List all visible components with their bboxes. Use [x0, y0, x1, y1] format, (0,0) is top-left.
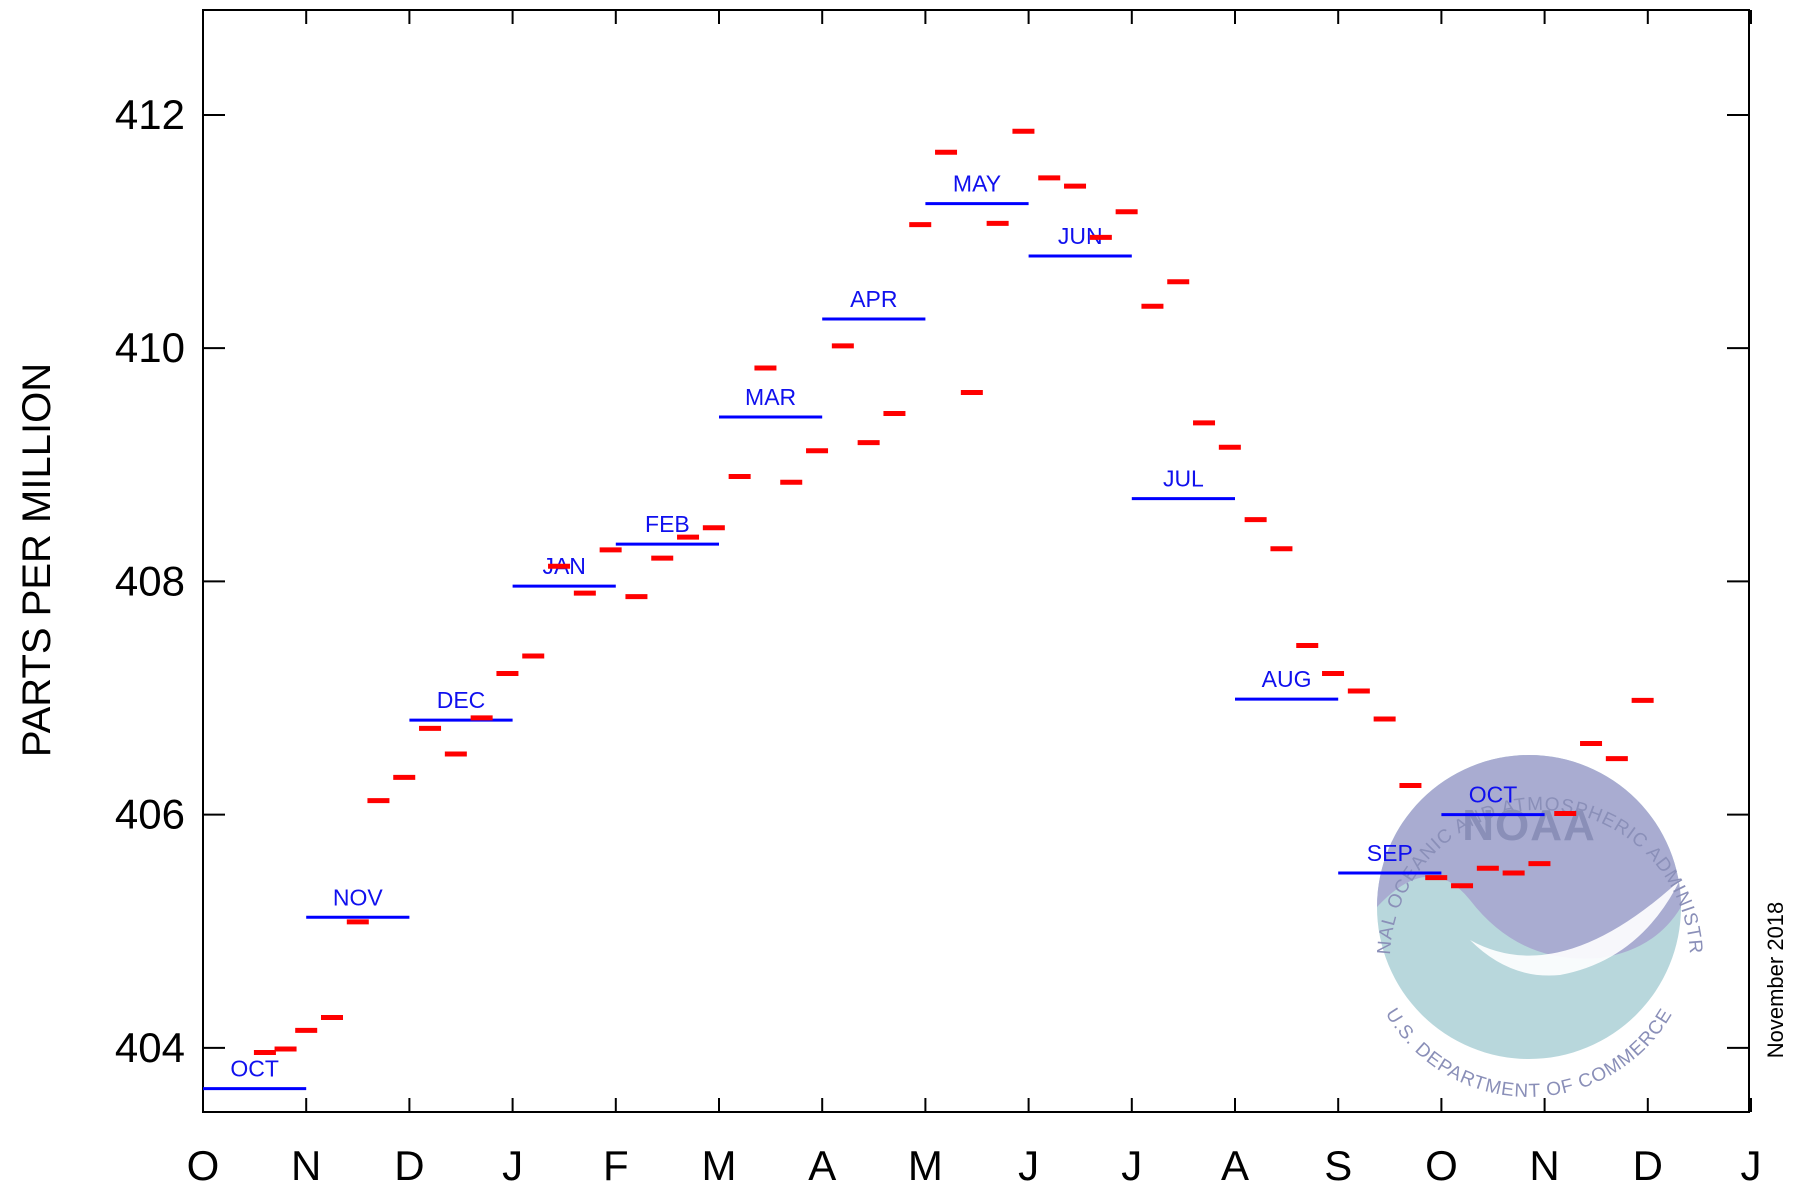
- x-tick-label: D: [394, 1142, 424, 1189]
- monthly-mean-label: MAY: [953, 171, 1001, 197]
- monthly-mean-label: APR: [850, 286, 897, 312]
- monthly-mean-label: DEC: [437, 687, 486, 713]
- y-tick-label: 412: [115, 91, 185, 138]
- monthly-mean-label: NOV: [333, 884, 384, 910]
- y-tick-label: 410: [115, 324, 185, 371]
- x-tick-label: A: [1221, 1142, 1249, 1189]
- y-axis: 404 406 408 410 412: [115, 91, 1749, 1071]
- monthly-mean-label: FEB: [645, 511, 690, 537]
- x-tick-label: J: [1018, 1142, 1039, 1189]
- x-tick-label: S: [1324, 1142, 1352, 1189]
- monthly-mean-label: OCT: [230, 1056, 279, 1082]
- monthly-mean-label: OCT: [1469, 782, 1518, 808]
- monthly-mean-label: MAR: [745, 384, 796, 410]
- x-tick-label: A: [808, 1142, 836, 1189]
- y-tick-label: 404: [115, 1024, 185, 1071]
- y-tick-label: 408: [115, 557, 185, 604]
- x-tick-label: J: [1121, 1142, 1142, 1189]
- plot-frame: [202, 9, 1750, 1113]
- date-note: November 2018: [1763, 902, 1788, 1059]
- noaa-logo: NOAA NATIONAL OCEANIC AND ATMOSPHERIC AD…: [0, 0, 1705, 1102]
- x-tick-label: F: [603, 1142, 629, 1189]
- x-tick-label: D: [1633, 1142, 1663, 1189]
- x-tick-label: N: [1529, 1142, 1559, 1189]
- monthly-mean-label: AUG: [1262, 666, 1312, 692]
- x-tick-label: J: [502, 1142, 523, 1189]
- x-tick-label: O: [1425, 1142, 1458, 1189]
- x-tick-label: M: [908, 1142, 943, 1189]
- x-tick-label: N: [291, 1142, 321, 1189]
- y-tick-label: 406: [115, 791, 185, 838]
- y-axis-title: PARTS PER MILLION: [15, 363, 59, 757]
- noaa-wordmark: NOAA: [1462, 801, 1596, 850]
- weekly-series: [253, 128, 1654, 1056]
- x-tick-label: J: [1741, 1142, 1762, 1189]
- monthly-mean-label: SEP: [1367, 840, 1413, 866]
- monthly-mean-label: JUL: [1163, 466, 1204, 492]
- x-tick-label: O: [187, 1142, 220, 1189]
- x-tick-label: M: [702, 1142, 737, 1189]
